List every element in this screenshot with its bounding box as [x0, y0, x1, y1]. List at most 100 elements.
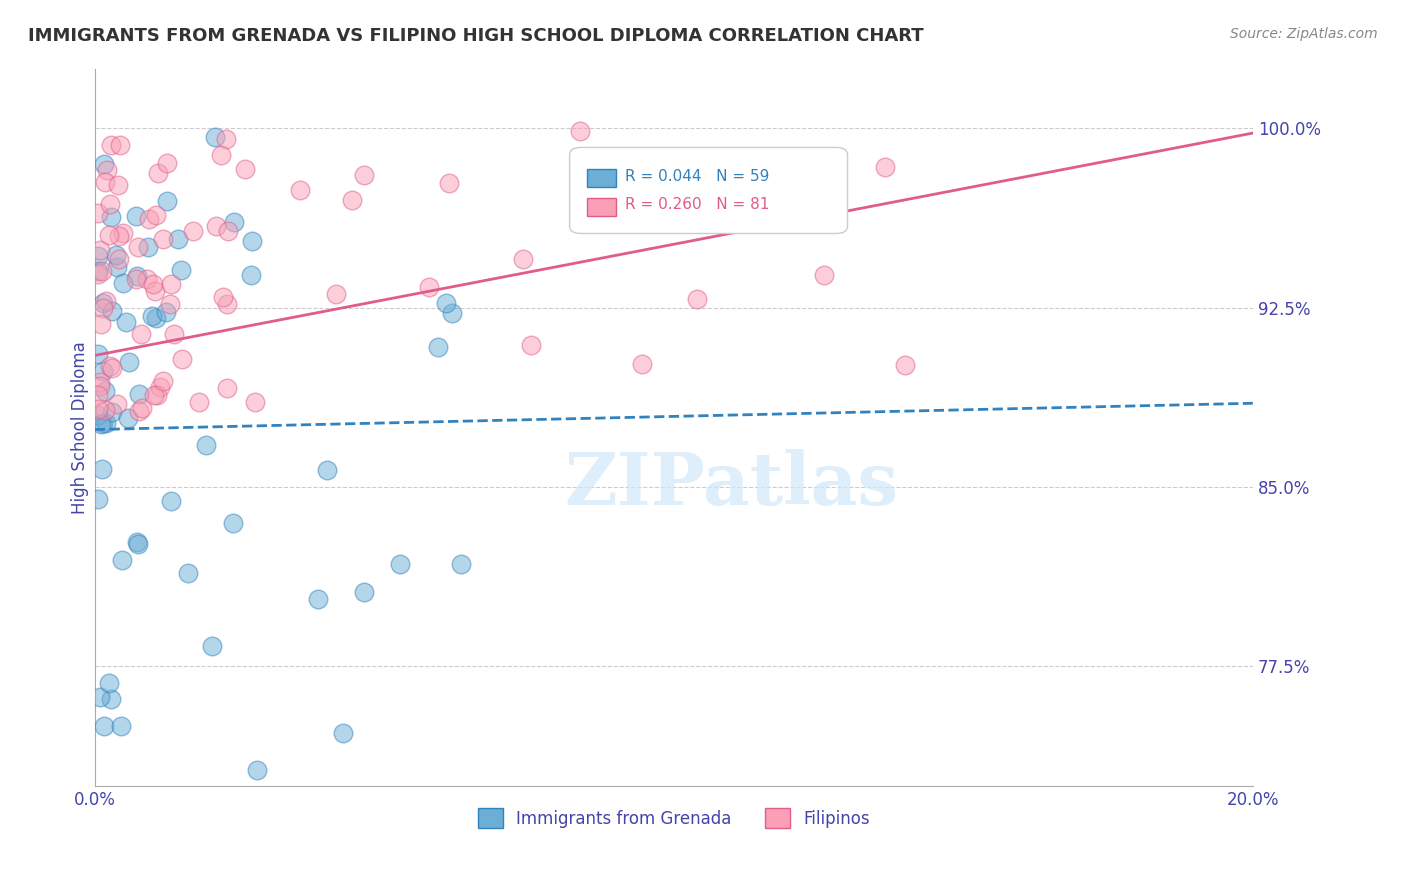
Point: [353, 585, 375, 599]
Point: [239, 268, 262, 283]
Point: [86, 267, 108, 281]
Point: [141, 310, 163, 324]
Point: [111, 276, 134, 290]
Point: [94, 384, 117, 398]
Point: [616, 199, 638, 213]
Point: [437, 176, 460, 190]
Point: [90, 264, 112, 278]
Point: [569, 124, 592, 138]
Point: [160, 277, 183, 291]
Point: [418, 280, 440, 294]
Point: [100, 692, 122, 706]
Bar: [586, 198, 616, 216]
Point: [780, 193, 803, 207]
Point: [94, 175, 117, 189]
Point: [740, 198, 762, 212]
Point: [90, 417, 112, 432]
Point: [89, 243, 111, 257]
Point: [142, 277, 165, 291]
Point: [90, 317, 112, 331]
Point: [128, 404, 150, 418]
Point: [434, 296, 457, 310]
Legend: Immigrants from Grenada, Filipinos: Immigrants from Grenada, Filipinos: [471, 801, 876, 835]
Point: [105, 260, 128, 275]
Point: [117, 411, 139, 425]
Point: [145, 310, 167, 325]
Point: [94, 293, 117, 308]
Point: [107, 252, 129, 266]
Point: [307, 591, 329, 606]
Point: [127, 535, 149, 549]
Point: [101, 361, 124, 376]
Point: [86, 388, 108, 402]
Text: ZIPatlas: ZIPatlas: [565, 449, 898, 520]
Point: [97, 676, 120, 690]
Point: [143, 284, 166, 298]
Point: [93, 296, 115, 310]
Point: [388, 557, 411, 571]
Point: [86, 206, 108, 220]
Point: [224, 215, 246, 229]
Point: [93, 301, 115, 315]
Point: [86, 249, 108, 263]
Point: [112, 226, 135, 240]
Point: [145, 208, 167, 222]
Point: [93, 719, 115, 733]
Y-axis label: High School Diploma: High School Diploma: [72, 341, 89, 514]
Point: [129, 327, 152, 342]
Point: [94, 403, 117, 417]
Point: [127, 536, 149, 550]
Point: [93, 156, 115, 170]
Point: [159, 297, 181, 311]
Point: [215, 132, 238, 146]
Point: [188, 395, 211, 409]
Point: [115, 315, 138, 329]
Point: [163, 327, 186, 342]
Point: [91, 417, 114, 431]
Point: [204, 129, 226, 144]
Point: [353, 168, 375, 182]
Point: [96, 162, 118, 177]
Point: [108, 228, 131, 243]
Point: [200, 639, 222, 653]
Point: [107, 178, 129, 192]
Point: [209, 148, 232, 162]
Point: [160, 494, 183, 508]
Point: [146, 388, 169, 402]
Point: [100, 404, 122, 418]
Point: [100, 210, 122, 224]
Point: [138, 212, 160, 227]
Point: [100, 304, 122, 318]
Point: [156, 194, 179, 208]
Point: [146, 166, 169, 180]
Point: [135, 272, 157, 286]
Point: [156, 156, 179, 170]
Point: [637, 177, 659, 191]
Point: [104, 247, 127, 261]
Point: [91, 364, 114, 378]
Point: [110, 719, 132, 733]
Point: [172, 351, 194, 366]
Point: [108, 138, 131, 153]
Point: [155, 304, 177, 318]
Point: [450, 557, 472, 571]
Point: [246, 764, 269, 778]
Point: [215, 297, 238, 311]
Point: [100, 138, 122, 153]
Point: [243, 395, 266, 409]
Point: [205, 219, 228, 234]
Point: [875, 160, 897, 174]
Point: [630, 357, 652, 371]
Point: [90, 462, 112, 476]
Point: [89, 379, 111, 393]
Point: [127, 240, 149, 254]
Text: IMMIGRANTS FROM GRENADA VS FILIPINO HIGH SCHOOL DIPLOMA CORRELATION CHART: IMMIGRANTS FROM GRENADA VS FILIPINO HIGH…: [28, 27, 924, 45]
Point: [125, 209, 148, 223]
Point: [170, 262, 193, 277]
Text: R = 0.260   N = 81: R = 0.260 N = 81: [626, 197, 769, 212]
Point: [111, 553, 134, 567]
Point: [152, 374, 174, 388]
Point: [94, 417, 117, 431]
Point: [125, 268, 148, 283]
Point: [512, 252, 534, 266]
